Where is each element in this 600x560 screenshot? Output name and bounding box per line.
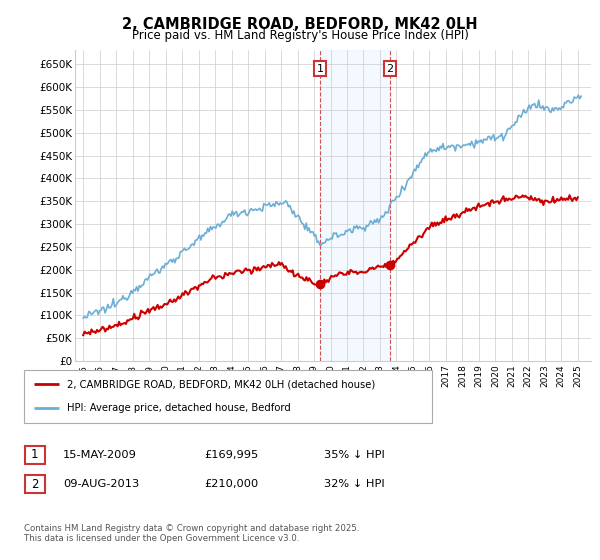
Text: HPI: Average price, detached house, Bedford: HPI: Average price, detached house, Bedf… bbox=[67, 403, 290, 413]
Text: 35% ↓ HPI: 35% ↓ HPI bbox=[324, 450, 385, 460]
Text: 2, CAMBRIDGE ROAD, BEDFORD, MK42 0LH: 2, CAMBRIDGE ROAD, BEDFORD, MK42 0LH bbox=[122, 17, 478, 32]
Text: 2: 2 bbox=[386, 64, 394, 74]
Text: £210,000: £210,000 bbox=[204, 479, 258, 489]
Text: 09-AUG-2013: 09-AUG-2013 bbox=[63, 479, 139, 489]
Text: 1: 1 bbox=[317, 64, 323, 74]
Text: 2: 2 bbox=[31, 478, 38, 491]
Text: 2, CAMBRIDGE ROAD, BEDFORD, MK42 0LH (detached house): 2, CAMBRIDGE ROAD, BEDFORD, MK42 0LH (de… bbox=[67, 380, 375, 390]
Text: Contains HM Land Registry data © Crown copyright and database right 2025.
This d: Contains HM Land Registry data © Crown c… bbox=[24, 524, 359, 543]
Text: 32% ↓ HPI: 32% ↓ HPI bbox=[324, 479, 385, 489]
FancyBboxPatch shape bbox=[24, 370, 432, 423]
FancyBboxPatch shape bbox=[25, 475, 44, 493]
Text: 15-MAY-2009: 15-MAY-2009 bbox=[63, 450, 137, 460]
Text: £169,995: £169,995 bbox=[204, 450, 258, 460]
Text: 1: 1 bbox=[31, 448, 38, 461]
Bar bbox=[320, 50, 390, 361]
Text: Price paid vs. HM Land Registry's House Price Index (HPI): Price paid vs. HM Land Registry's House … bbox=[131, 29, 469, 42]
FancyBboxPatch shape bbox=[25, 446, 44, 464]
